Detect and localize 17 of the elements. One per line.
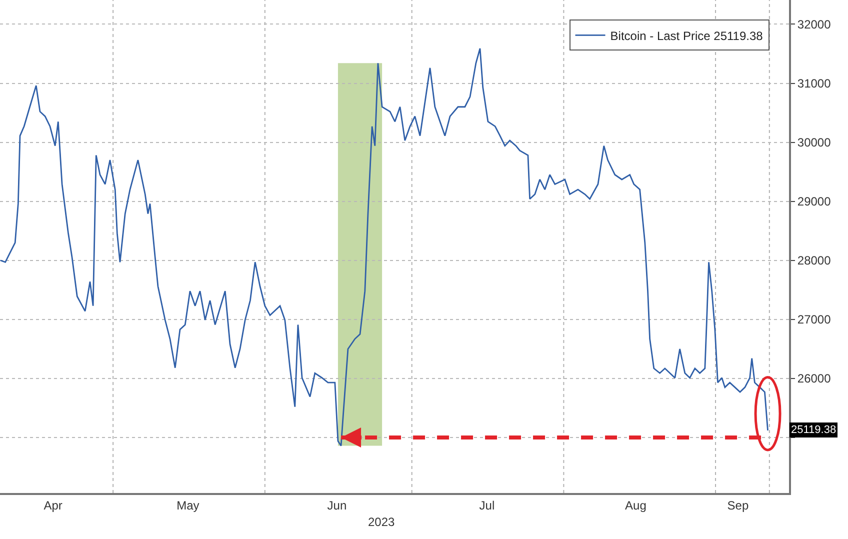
x-tick-label: Jul [479,498,495,512]
y-tick-label: 30000 [797,135,832,150]
x-tick-label: Aug [625,498,646,512]
y-tick-label: 28000 [797,254,832,268]
y-tick-label: 29000 [797,194,832,209]
y-tick-label: 27000 [797,312,832,327]
y-tick-label: 26000 [797,372,832,386]
x-tick-label: Sep [727,498,749,512]
text: 2023 [368,515,396,529]
legend-label: Bitcoin - Last Price 25119.38 [610,28,764,43]
x-tick-label: Jun [327,498,347,512]
x-tick-label: Apr [44,498,62,512]
text: 25119.38 [791,424,836,436]
y-tick-label: 31000 [797,76,832,90]
line-series [0,48,768,446]
x-tick-label: May [176,498,200,512]
y-tick-label: 32000 [797,17,832,32]
